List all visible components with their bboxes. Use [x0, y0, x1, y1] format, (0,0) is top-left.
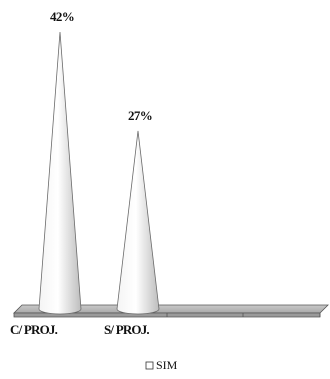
legend-label-sim: SIM [156, 358, 178, 372]
cone-2 [116, 130, 160, 315]
cone-series [38, 31, 160, 315]
data-labels: 42% 27% [50, 9, 153, 123]
legend-swatch [145, 361, 154, 370]
category-label-1: C/ PROJ. [10, 322, 58, 337]
category-labels: C/ PROJ. S/ PROJ. [10, 322, 150, 337]
chart-floor [13, 304, 329, 318]
category-label-2: S/ PROJ. [104, 322, 149, 337]
data-label-1: 42% [50, 9, 74, 24]
legend: SIM [145, 358, 178, 372]
data-label-2: 27% [128, 108, 152, 123]
cone-1 [38, 31, 82, 315]
